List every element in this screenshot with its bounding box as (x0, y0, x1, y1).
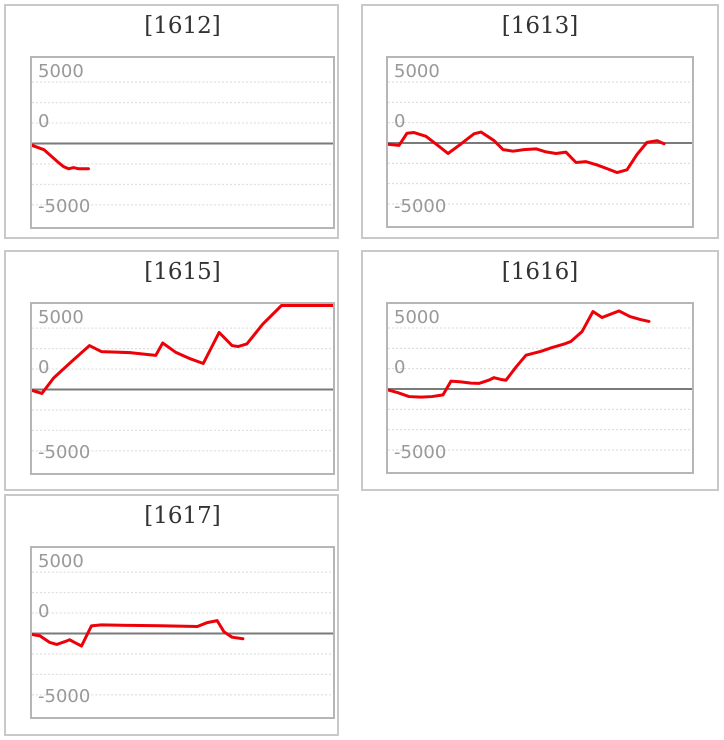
machine-panel-1613: [1613] 5000 0 -5000 (361, 4, 719, 239)
slump-chart-svg (388, 81, 692, 205)
slump-chart-1615: 5000 0 -5000 (30, 302, 335, 475)
y-axis-label-neg5000: -5000 (38, 196, 91, 217)
slump-chart-svg (32, 304, 333, 452)
y-axis-label-neg5000: -5000 (38, 686, 91, 707)
y-axis-label-5000: 5000 (394, 307, 440, 328)
machine-panel-1617: [1617] 5000 0 -5000 (4, 494, 339, 736)
y-axis-label-0: 0 (38, 601, 50, 622)
machine-id-title: [1613] (501, 13, 579, 39)
slump-line (388, 130, 666, 175)
machine-panel-1616: [1616] 5000 0 -5000 (361, 250, 719, 491)
machine-id-title: [1615] (144, 259, 221, 285)
y-axis-label-5000: 5000 (394, 61, 440, 82)
y-axis-label-5000: 5000 (38, 307, 84, 328)
slump-chart-svg (32, 81, 333, 206)
y-axis-label-0: 0 (38, 111, 50, 132)
machine-id-title: [1616] (501, 259, 579, 285)
y-axis-label-5000: 5000 (38, 61, 84, 82)
slump-chart-svg (32, 571, 333, 696)
y-axis-label-5000: 5000 (38, 551, 84, 572)
y-axis-label-neg5000: -5000 (394, 196, 447, 217)
y-axis-label-neg5000: -5000 (38, 442, 91, 463)
y-axis-label-0: 0 (38, 357, 50, 378)
y-axis-label-neg5000: -5000 (394, 442, 447, 463)
slump-chart-1612: 5000 0 -5000 (30, 56, 335, 229)
y-axis-label-0: 0 (394, 357, 406, 378)
slump-chart-1616: 5000 0 -5000 (386, 302, 694, 474)
slump-line (32, 619, 245, 648)
machine-panel-1612: [1612] 5000 0 -5000 (4, 4, 339, 239)
slump-chart-svg (388, 309, 692, 451)
machine-id-title: [1612] (144, 13, 221, 39)
y-axis-label-0: 0 (394, 111, 406, 132)
slump-chart-1617: 5000 0 -5000 (30, 546, 335, 719)
machine-panel-1615: [1615] 5000 0 -5000 (4, 250, 339, 491)
machine-id-title: [1617] (144, 503, 221, 529)
slump-line (32, 304, 333, 395)
slump-chart-1613: 5000 0 -5000 (386, 56, 694, 228)
slump-line (32, 143, 90, 171)
slump-line (388, 309, 651, 399)
